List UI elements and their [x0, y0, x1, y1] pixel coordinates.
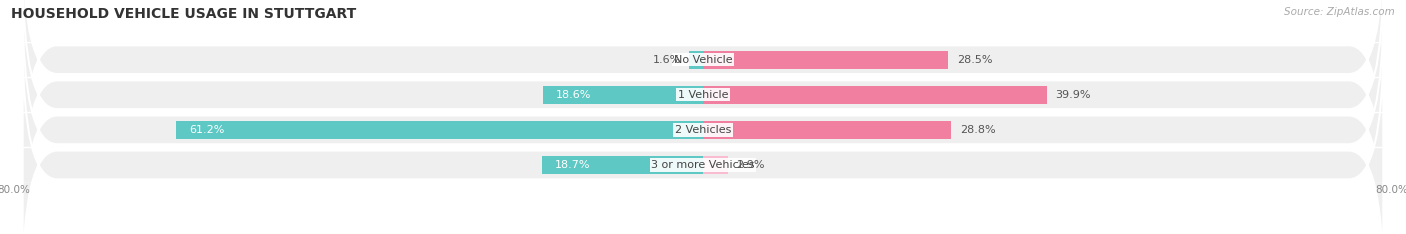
Bar	[541, 156, 703, 174]
Bar	[703, 51, 949, 69]
Text: 2 Vehicles: 2 Vehicles	[675, 125, 731, 135]
Text: No Vehicle: No Vehicle	[673, 55, 733, 65]
FancyBboxPatch shape	[22, 0, 1384, 186]
FancyBboxPatch shape	[22, 0, 1384, 221]
Text: 3 or more Vehicles: 3 or more Vehicles	[651, 160, 755, 170]
Text: HOUSEHOLD VEHICLE USAGE IN STUTTGART: HOUSEHOLD VEHICLE USAGE IN STUTTGART	[11, 7, 357, 21]
Text: 18.7%: 18.7%	[555, 160, 591, 170]
Bar	[703, 121, 950, 139]
Text: 1.6%: 1.6%	[652, 55, 681, 65]
Text: Source: ZipAtlas.com: Source: ZipAtlas.com	[1284, 7, 1395, 17]
FancyBboxPatch shape	[22, 39, 1384, 234]
Text: 61.2%: 61.2%	[188, 125, 224, 135]
FancyBboxPatch shape	[22, 4, 1384, 234]
Bar	[543, 86, 703, 104]
Text: 18.6%: 18.6%	[555, 90, 591, 100]
Text: 28.5%: 28.5%	[957, 55, 993, 65]
Bar	[176, 121, 703, 139]
Text: 2.9%: 2.9%	[737, 160, 765, 170]
Text: 1 Vehicle: 1 Vehicle	[678, 90, 728, 100]
Bar	[703, 156, 728, 174]
Text: 28.8%: 28.8%	[960, 125, 995, 135]
Bar	[703, 86, 1046, 104]
Bar	[689, 51, 703, 69]
Text: 39.9%: 39.9%	[1056, 90, 1091, 100]
